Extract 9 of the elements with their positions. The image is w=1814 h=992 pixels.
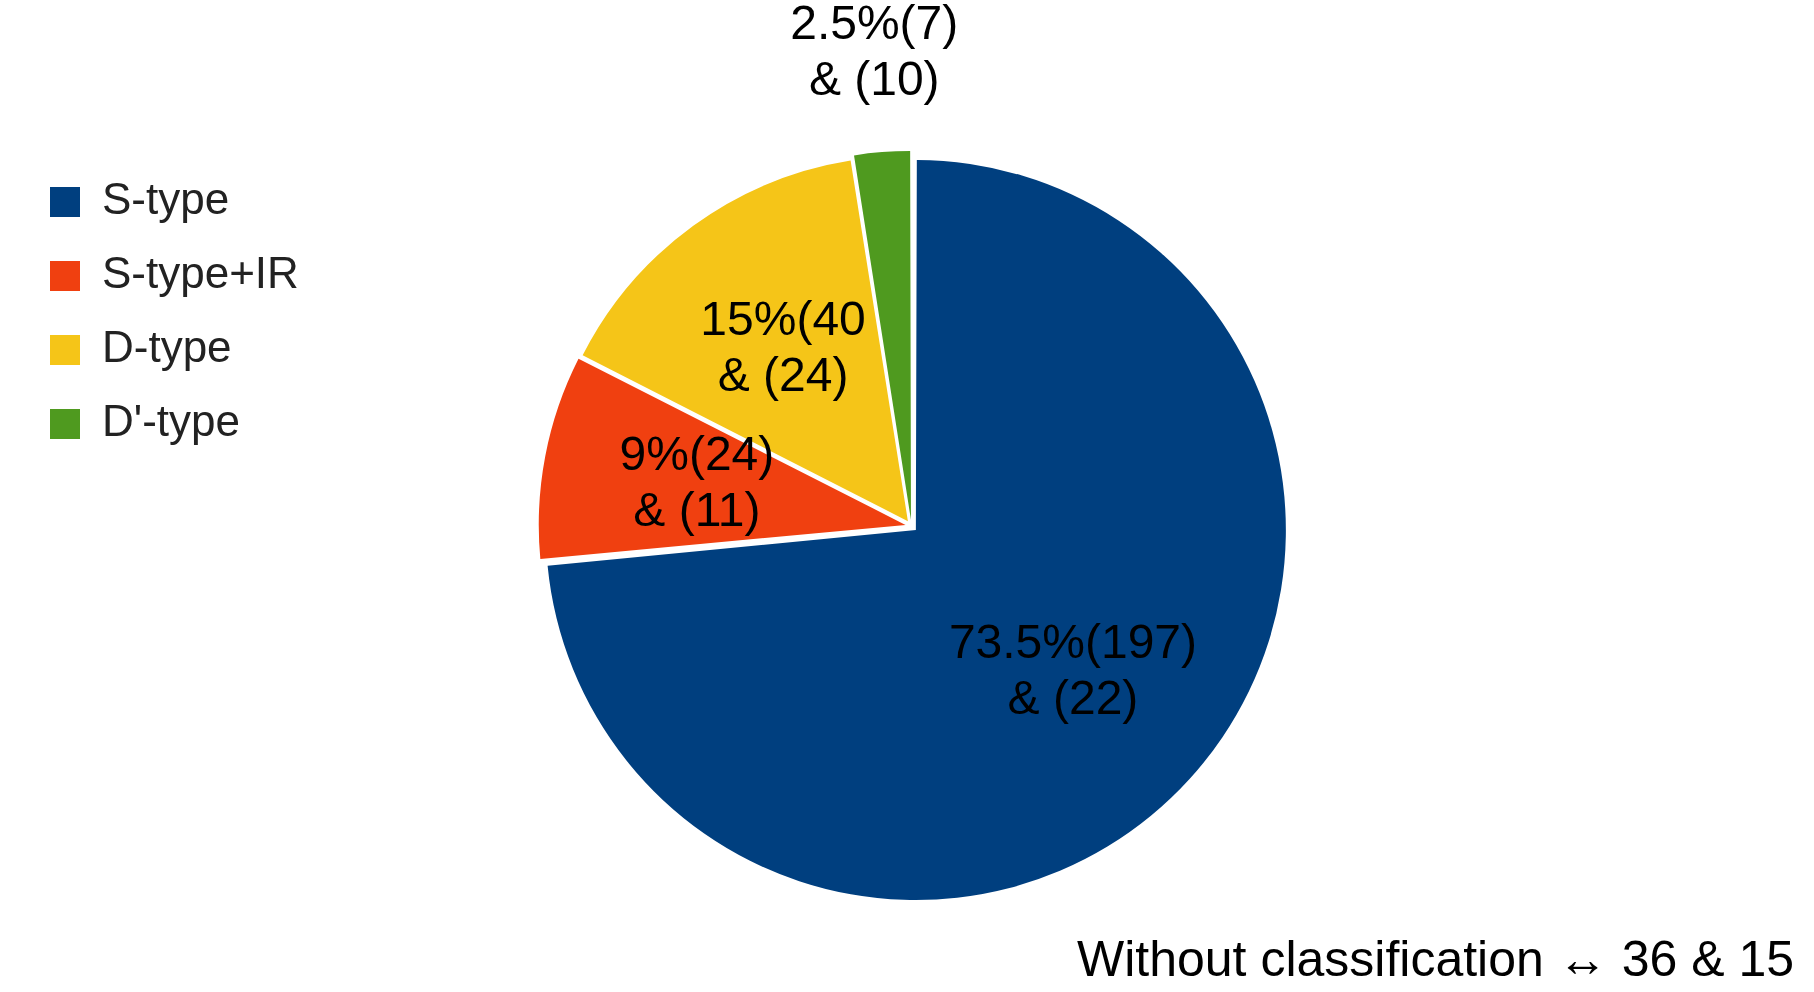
data-label: 15%(40 & (24) xyxy=(700,291,866,401)
data-label: 9%(24) & (11) xyxy=(619,427,775,537)
legend-label: D'-type xyxy=(102,396,240,446)
legend-label: D-type xyxy=(102,322,232,372)
legend-label: S-type xyxy=(102,174,230,224)
legend-label: S-type+IR xyxy=(102,248,299,298)
text: Without classification ↔ 36 & 15 xyxy=(1077,930,1794,988)
data-label: 73.5%(197) & (22) xyxy=(948,615,1198,725)
data-label: 2.5%(7) & (10) xyxy=(790,0,959,105)
